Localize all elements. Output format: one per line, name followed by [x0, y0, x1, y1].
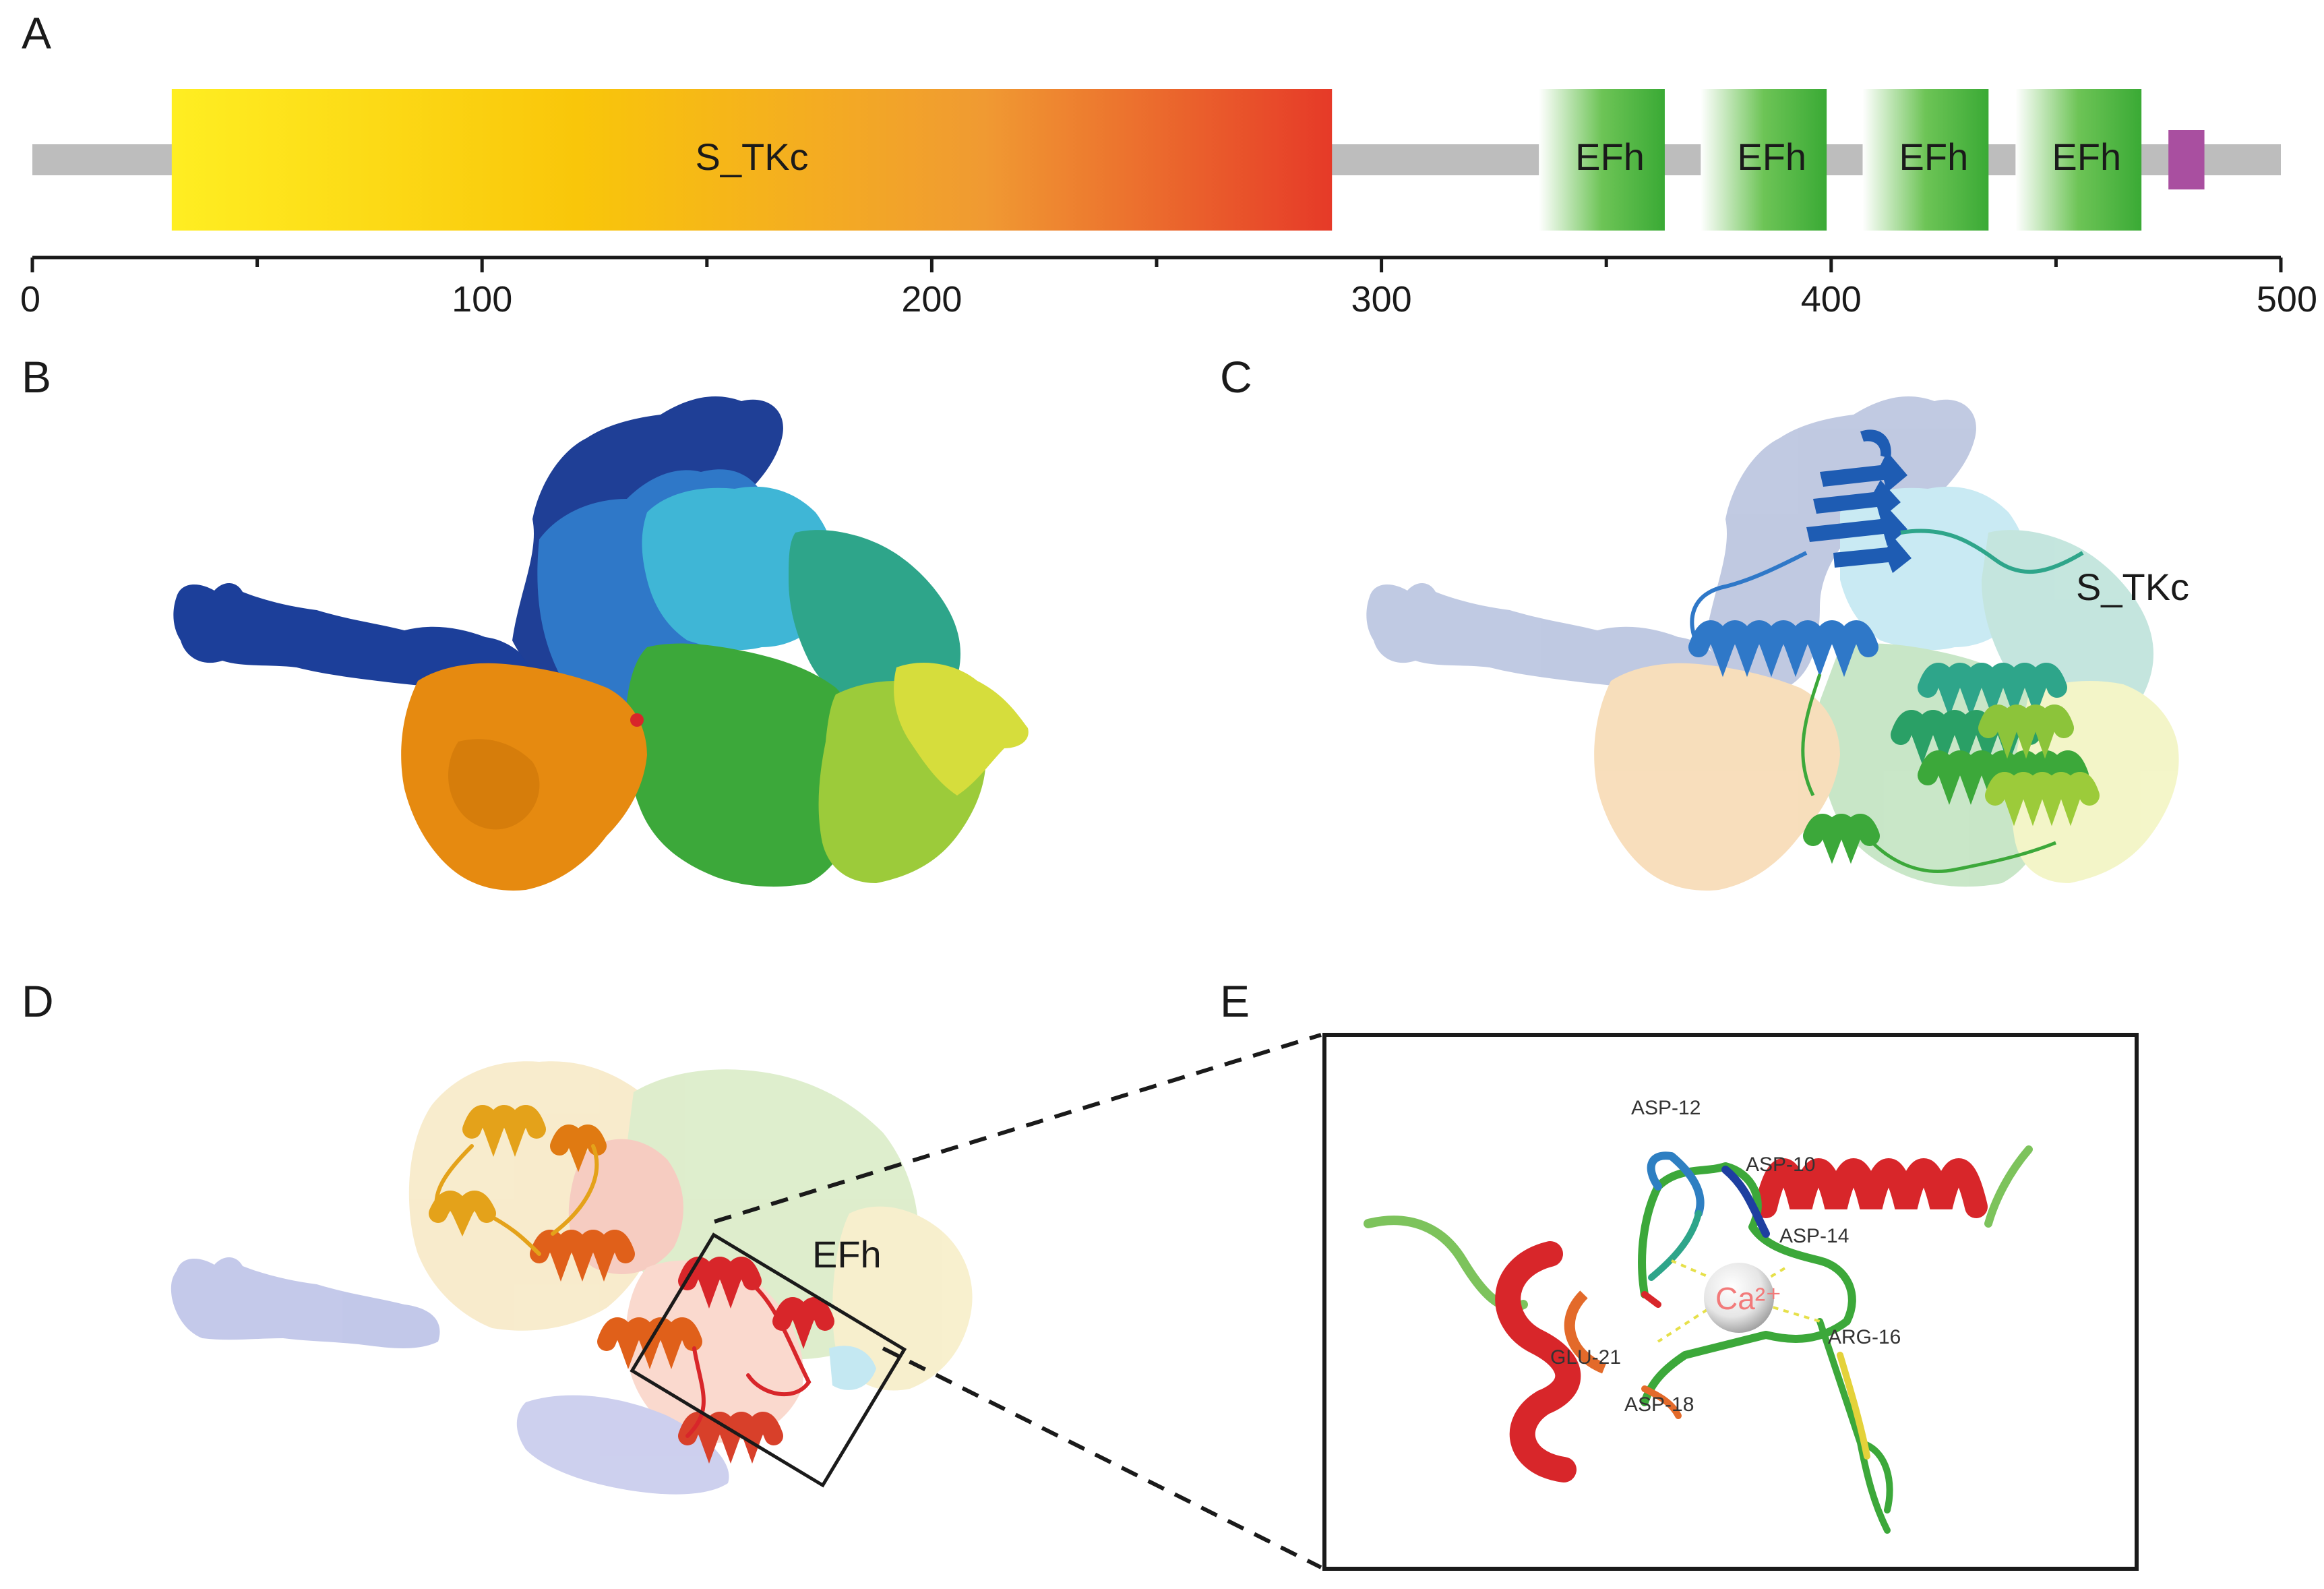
loop — [1859, 828, 2056, 873]
helix — [772, 1297, 834, 1349]
sequence-axis: 0 100 200 300 400 500 — [20, 256, 2317, 320]
panel-d-letter: D — [22, 976, 54, 1026]
helix-top — [1754, 1158, 1988, 1218]
domain-label-4: EFh — [2052, 136, 2121, 178]
kinase-domain-label: S_TKc — [2076, 566, 2189, 608]
domain-box-efh-3 — [1862, 89, 1989, 231]
motif-box — [2168, 130, 2205, 189]
domain-label-2: EFh — [1737, 136, 1806, 178]
surface-region-green — [624, 643, 865, 887]
domain-box-efh-2 — [1701, 89, 1827, 231]
c-lobe-helices — [1803, 663, 2100, 864]
axis-tick-label: 500 — [2257, 279, 2317, 320]
beta-sheet — [1806, 429, 1912, 573]
kinase-cartoon — [1688, 429, 2100, 873]
helix-left-shade — [1564, 1290, 1607, 1374]
loop — [685, 1279, 812, 1438]
residue-label-asp10: ASP-10 — [1746, 1153, 1815, 1176]
efh-domain-label: EFh — [812, 1233, 882, 1276]
domain-label-3: EFh — [1899, 136, 1969, 178]
helix — [550, 1125, 607, 1172]
domain-box-efh-4 — [2015, 89, 2142, 231]
domain-box-s-tkc-0 — [171, 89, 1333, 231]
surface-model-transparent — [1366, 396, 2179, 891]
surface-model-transparent — [171, 1061, 973, 1495]
calcium-ion-label: Ca²⁺ — [1715, 1281, 1781, 1316]
helix — [678, 1412, 783, 1464]
loop — [1900, 529, 2084, 574]
axis-tick-label: 200 — [901, 279, 962, 320]
residue-label-arg16: ARG-16 — [1828, 1326, 1901, 1348]
calcium-ion — [1704, 1263, 1774, 1333]
domain-map: S_TKc EFh EFh EFh EFh 0 100 200 300 400 500 — [20, 89, 2317, 320]
surface-red-patch — [630, 713, 644, 727]
panel-e-letter: E — [1220, 976, 1250, 1026]
loop — [1690, 551, 1808, 649]
efhand-cartoon — [429, 1105, 834, 1464]
efh-highlight-box — [630, 1232, 907, 1488]
surface-model-rainbow — [173, 396, 1029, 891]
panel-b-letter: B — [22, 352, 51, 402]
helix — [462, 1105, 546, 1157]
axis-tick-label: 400 — [1801, 279, 1862, 320]
residue-label-glu21: GLU-21 — [1550, 1346, 1621, 1369]
helix — [530, 1230, 635, 1282]
domain-label-0: S_TKc — [695, 136, 808, 178]
panel-a-letter: A — [22, 8, 51, 58]
domain-label-1: EFh — [1575, 136, 1645, 178]
backbone-tail — [1984, 1145, 2033, 1228]
binding-site-zoom: Ca²⁺ ASP-12 ASP-10 ASP-14 ARG-16 GLU-21 … — [1322, 1033, 2139, 1571]
zoom-connector-bottom — [882, 1346, 1322, 1569]
alpha-c-helix — [1688, 620, 1878, 678]
zoom-connector-top — [714, 1033, 1322, 1224]
helix — [678, 1257, 762, 1309]
domains-layer: S_TKc EFh EFh EFh EFh — [171, 89, 2205, 231]
residue-label-asp14: ASP-14 — [1779, 1225, 1849, 1247]
helix — [429, 1191, 496, 1237]
surface-region-orange-shade — [448, 739, 540, 830]
axis-tick-label: 300 — [1351, 279, 1412, 320]
surface-region-cyan — [642, 486, 836, 651]
loop-sticks — [1638, 1151, 1893, 1534]
helix-left — [1495, 1241, 1581, 1482]
loop — [434, 1144, 599, 1256]
residue-label-asp18: ASP-18 — [1624, 1393, 1694, 1416]
domain-box-efh-1 — [1539, 89, 1665, 231]
residue-label-asp12: ASP-12 — [1631, 1097, 1701, 1119]
loop — [1801, 673, 1822, 797]
axis-tick-label: 100 — [452, 279, 512, 320]
surface-region-yellow — [894, 662, 1029, 796]
axis-tick-label: 0 — [20, 279, 40, 320]
panel-c-letter: C — [1220, 352, 1252, 402]
surface-region-n-tail — [173, 583, 539, 692]
